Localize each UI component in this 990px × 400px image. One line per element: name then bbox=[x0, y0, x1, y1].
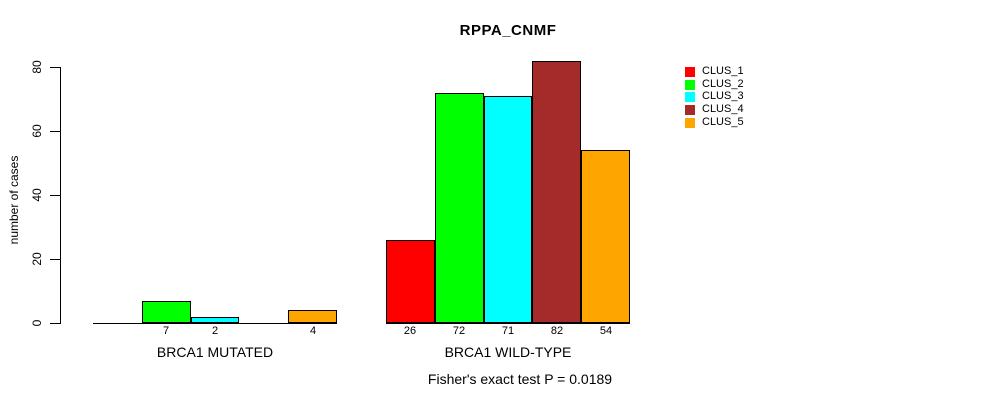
y-tick-label: 20 bbox=[30, 252, 44, 266]
bar-clus_4-group2 bbox=[532, 61, 581, 323]
legend-swatch-clus_3 bbox=[685, 91, 695, 102]
chart-title: RPPA_CNMF bbox=[459, 22, 557, 39]
y-axis-label: number of cases bbox=[7, 155, 21, 245]
y-tick-mark bbox=[50, 67, 60, 68]
bar-clus_5-group1 bbox=[288, 310, 337, 323]
y-tick-mark bbox=[50, 195, 60, 196]
y-tick-label: 80 bbox=[30, 60, 44, 74]
legend-item-clus_4: CLUS_4 bbox=[685, 104, 744, 115]
bar-clus_2-group1 bbox=[142, 301, 191, 323]
bar-value-label: 2 bbox=[211, 325, 219, 337]
y-tick-mark bbox=[50, 131, 60, 132]
legend-label: CLUS_1 bbox=[702, 65, 744, 77]
group-axis-line bbox=[93, 323, 337, 324]
y-axis-line bbox=[60, 67, 61, 324]
y-tick-label: 40 bbox=[30, 188, 44, 202]
legend-item-clus_2: CLUS_2 bbox=[685, 79, 744, 90]
bar-value-label: 54 bbox=[599, 325, 613, 337]
bar-value-label: 26 bbox=[403, 325, 417, 337]
bar-clus_3-group2 bbox=[484, 96, 532, 323]
y-tick-label: 0 bbox=[30, 319, 44, 327]
legend-label: CLUS_3 bbox=[702, 90, 744, 102]
legend-swatch-clus_4 bbox=[685, 104, 695, 115]
bar-value-label: 82 bbox=[550, 325, 564, 337]
bar-value-label: 72 bbox=[452, 325, 466, 337]
bar-clus_1-group2 bbox=[386, 240, 435, 323]
bar-value-label: 7 bbox=[162, 325, 170, 337]
legend-swatch-clus_2 bbox=[685, 79, 695, 90]
bar-clus_2-group2 bbox=[435, 93, 484, 323]
fisher-test-annotation: Fisher's exact test P = 0.0189 bbox=[427, 371, 613, 387]
legend-item-clus_1: CLUS_1 bbox=[685, 66, 744, 77]
y-tick-mark bbox=[50, 323, 60, 324]
group-label-2: BRCA1 WILD-TYPE bbox=[444, 344, 572, 360]
legend-item-clus_5: CLUS_5 bbox=[685, 117, 744, 128]
bar-clus_5-group2 bbox=[581, 150, 630, 323]
bar-clus_3-group1 bbox=[191, 317, 239, 323]
bar-value-label: 4 bbox=[309, 325, 317, 337]
legend-item-clus_3: CLUS_3 bbox=[685, 91, 744, 102]
y-tick-mark bbox=[50, 259, 60, 260]
group-axis-line bbox=[386, 323, 630, 324]
legend-label: CLUS_5 bbox=[702, 116, 744, 128]
y-tick-label: 60 bbox=[30, 124, 44, 138]
legend-label: CLUS_2 bbox=[702, 78, 744, 90]
legend-swatch-clus_1 bbox=[685, 66, 695, 77]
group-label-1: BRCA1 MUTATED bbox=[156, 344, 274, 360]
legend-swatch-clus_5 bbox=[685, 117, 695, 128]
bar-value-label: 71 bbox=[501, 325, 515, 337]
legend-label: CLUS_4 bbox=[702, 103, 744, 115]
